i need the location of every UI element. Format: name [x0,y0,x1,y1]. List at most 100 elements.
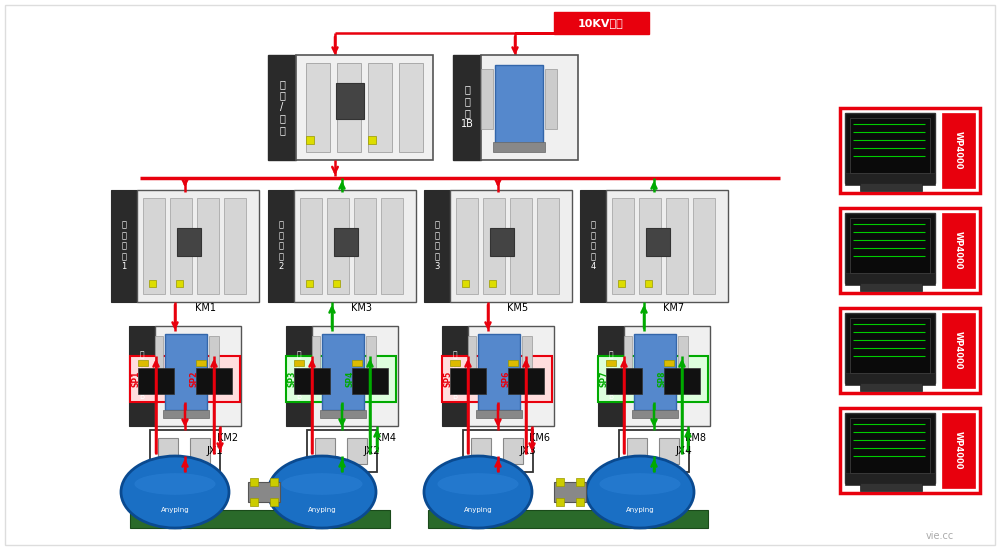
Bar [624,326,710,426]
Ellipse shape [424,456,532,528]
Bar [632,410,678,418]
Bar [659,438,679,464]
Text: KM4: KM4 [374,433,396,443]
Bar [158,438,178,464]
Bar [468,326,554,426]
Text: 变
压
器
2
B: 变 压 器 2 B [139,351,145,402]
Bar [368,136,376,144]
Bar [320,410,366,418]
Bar [334,228,358,256]
Bar [624,336,632,392]
Bar [664,368,700,394]
Bar [294,360,304,366]
Text: KM1: KM1 [194,303,216,313]
Bar [845,213,935,283]
Bar [606,190,728,302]
Text: vie.cc: vie.cc [926,531,954,541]
Text: KM7: KM7 [663,303,685,313]
Bar [450,360,460,366]
Text: SP5: SP5 [444,371,452,387]
Bar [606,360,616,366]
Bar [306,280,313,287]
Bar [845,273,935,285]
Bar [598,356,650,402]
Bar [500,356,552,402]
Bar [840,208,980,293]
Text: 变
压
器
3
B: 变 压 器 3 B [296,351,302,402]
Bar [143,198,165,294]
Bar [155,336,163,392]
Text: KM6: KM6 [530,433,550,443]
Bar [300,198,322,294]
Bar [942,213,975,288]
Text: 变
压
器
4
B: 变 压 器 4 B [452,351,458,402]
Bar [270,478,278,486]
Bar [270,498,278,506]
Bar [664,360,674,366]
Bar [130,356,182,402]
Bar [354,198,376,294]
Bar [483,198,505,294]
Bar [845,313,935,383]
Text: JX4: JX4 [676,446,692,456]
Bar [138,368,174,394]
Bar [129,326,155,426]
Bar [456,198,478,294]
Text: WP4000: WP4000 [954,231,962,270]
Bar [606,368,642,394]
Bar [453,55,481,160]
Bar [522,336,532,392]
Bar [845,373,935,385]
Bar [150,430,220,472]
Bar [942,313,975,388]
Bar [510,198,532,294]
Bar [327,198,349,294]
Bar [196,360,206,366]
Text: JX1: JX1 [207,446,223,456]
Text: SP6: SP6 [502,371,511,387]
Bar [149,280,156,287]
Text: SP4: SP4 [346,371,354,387]
Bar [840,108,980,193]
Text: JX3: JX3 [520,446,536,456]
Bar [576,478,584,486]
Bar [352,368,388,394]
Text: KM8: KM8 [686,433,706,443]
Bar [463,430,533,472]
Bar [138,360,148,366]
Bar [286,356,338,402]
Bar [850,218,930,273]
Text: SP2: SP2 [190,371,198,387]
Bar [163,410,209,418]
Text: SP7: SP7 [600,371,608,387]
Bar [366,336,376,392]
Bar [495,65,543,147]
Bar [224,198,246,294]
Bar [344,356,396,402]
Bar [476,410,522,418]
Bar [503,438,523,464]
Text: 变
压
器
5
B: 变 压 器 5 B [608,351,614,402]
Bar [399,63,423,152]
Bar [337,63,361,152]
Bar [462,280,469,287]
Text: SP1: SP1 [132,371,140,387]
Bar [860,183,922,191]
Bar [442,356,494,402]
Bar [312,326,398,426]
Text: 数
字
电
源
4: 数 字 电 源 4 [590,221,596,271]
Bar [646,228,670,256]
Ellipse shape [282,473,362,495]
Bar [678,336,688,392]
Text: KM5: KM5 [507,303,529,313]
Bar [322,334,364,410]
Bar [850,118,930,173]
Bar [336,83,364,119]
Ellipse shape [268,456,376,528]
Bar [639,198,661,294]
Text: Anyping: Anyping [161,507,189,513]
Bar [450,190,572,302]
Text: SP8: SP8 [658,371,666,387]
Bar [197,198,219,294]
Bar [627,438,647,464]
